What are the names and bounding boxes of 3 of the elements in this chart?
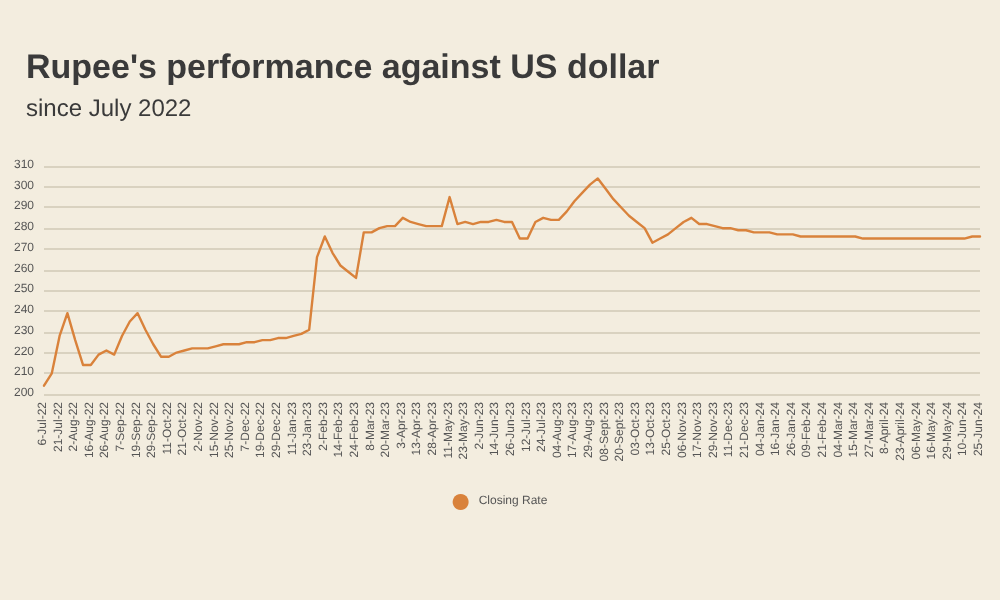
line-series <box>42 177 982 387</box>
chart-subtitle: since July 2022 <box>26 94 193 122</box>
chart-title: Rupee's performance against US dollar <box>26 48 661 86</box>
